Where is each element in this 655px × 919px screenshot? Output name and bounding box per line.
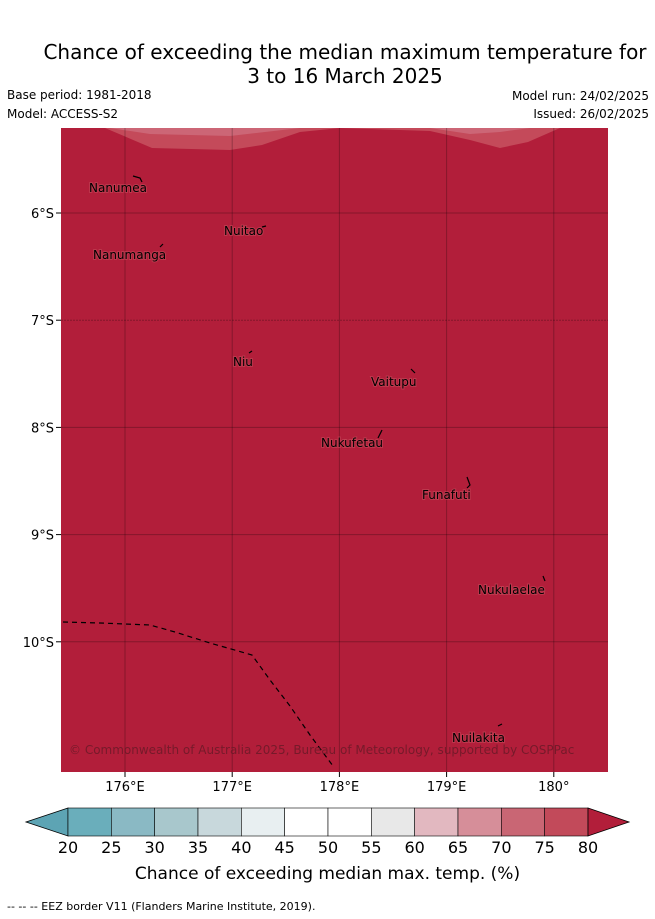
place-label-nukulaelae: Nukulaelae xyxy=(478,583,545,597)
place-label-nuilakita: Nuilakita xyxy=(452,731,505,745)
lon-tick-label: 177°E xyxy=(212,780,252,795)
island-funafuti xyxy=(466,476,471,489)
place-label-nukufetau: Nukufetau xyxy=(321,436,383,450)
eez-legend: -- -- -- EEZ border V11 (Flanders Marine… xyxy=(7,900,316,913)
colorbar-low-extend xyxy=(24,807,69,837)
colorbar-tick-label: 65 xyxy=(448,838,468,857)
eez-border xyxy=(62,621,334,767)
place-label-vaitupu: Vaitupu xyxy=(371,375,417,389)
lon-tick-label: 178°E xyxy=(320,780,360,795)
place-label-halo: Vaitupu xyxy=(371,375,417,389)
colorbar-segment xyxy=(327,807,372,837)
lon-tick-label: 179°E xyxy=(427,780,467,795)
place-label-funafuti: Funafuti xyxy=(422,488,471,502)
place-label-niu: Niu xyxy=(233,355,253,369)
colorbar-tick-label: 25 xyxy=(101,838,121,857)
place-label-nanumanga: Nanumanga xyxy=(93,248,166,262)
lat-tick-label: 10°S xyxy=(23,636,54,651)
model-run: Model run: 24/02/2025 xyxy=(511,89,649,103)
place-label-halo: Funafuti xyxy=(422,488,471,502)
colorbar-segment xyxy=(241,807,285,837)
island-vaitupu xyxy=(410,368,416,374)
base-period: Base period: 1981-2018 xyxy=(7,88,152,102)
issued-date: Issued: 26/02/2025 xyxy=(533,107,649,121)
chart-title: Chance of exceeding the median maximum t… xyxy=(0,40,655,88)
colorbar-segment xyxy=(414,807,459,837)
model-name: Model: ACCESS-S2 xyxy=(7,107,119,121)
colorbar-segment xyxy=(544,807,589,837)
colorbar-tick-label: 45 xyxy=(274,838,294,857)
colorbar-segment xyxy=(154,807,199,837)
island-nuilakita xyxy=(497,723,503,727)
title-line-2: 3 to 16 March 2025 xyxy=(247,64,443,88)
island-nukulaelae xyxy=(542,575,546,582)
colorbar-segment xyxy=(457,807,502,837)
place-label-halo: Nukufetau xyxy=(321,436,383,450)
copyright-credit: © Commonwealth of Australia 2025, Bureau… xyxy=(69,743,574,757)
place-label-halo: Nanumanga xyxy=(93,248,166,262)
lat-tick-label: 6°S xyxy=(31,207,54,222)
place-label-halo: Niu xyxy=(233,355,253,369)
colorbar-tick-label: 40 xyxy=(231,838,251,857)
island-nanumanga xyxy=(159,243,164,248)
colorbar-high-extend xyxy=(587,807,631,837)
place-label-halo: Nuilakita xyxy=(452,731,505,745)
place-label-nuitao: Nuitao xyxy=(224,224,263,238)
colorbar-segment xyxy=(67,807,112,837)
colorbar-tick-label: 70 xyxy=(491,838,511,857)
colorbar-tick-label: 50 xyxy=(318,838,338,857)
colorbar-tick-label: 75 xyxy=(534,838,554,857)
lat-tick-label: 7°S xyxy=(31,314,54,329)
island-nanumea xyxy=(132,175,143,183)
colorbar-tick-label: 30 xyxy=(144,838,164,857)
colorbar-segment xyxy=(371,807,415,837)
title-line-1: Chance of exceeding the median maximum t… xyxy=(43,40,647,64)
colorbar-tick-label: 55 xyxy=(361,838,381,857)
island-nukufetau xyxy=(377,429,383,439)
lat-tick-label: 9°S xyxy=(31,529,54,544)
colorbar-label: Chance of exceeding median max. temp. (%… xyxy=(134,864,521,884)
place-label-nanumea: Nanumea xyxy=(89,181,147,195)
map-fill xyxy=(61,128,608,772)
colorbar-segment xyxy=(111,807,155,837)
colorbar-segment xyxy=(284,807,329,837)
colorbar-tick-label: 20 xyxy=(58,838,78,857)
contour-band-65 xyxy=(110,128,300,136)
colorbar-segment xyxy=(501,807,545,837)
lon-tick-label: 176°E xyxy=(105,780,145,795)
colorbar-segment xyxy=(197,807,242,837)
place-label-halo: Nukulaelae xyxy=(478,583,545,597)
island-niu xyxy=(248,350,253,354)
colorbar-tick-label: 35 xyxy=(188,838,208,857)
colorbar-tick-label: 80 xyxy=(578,838,598,857)
lat-tick-label: 8°S xyxy=(31,421,54,436)
island-nuitao xyxy=(261,225,267,228)
contour-band-65-east xyxy=(430,128,530,134)
colorbar-tick-label: 60 xyxy=(404,838,424,857)
place-label-halo: Nuitao xyxy=(224,224,263,238)
lon-tick-label: 180° xyxy=(538,780,569,795)
place-label-halo: Nanumea xyxy=(89,181,147,195)
